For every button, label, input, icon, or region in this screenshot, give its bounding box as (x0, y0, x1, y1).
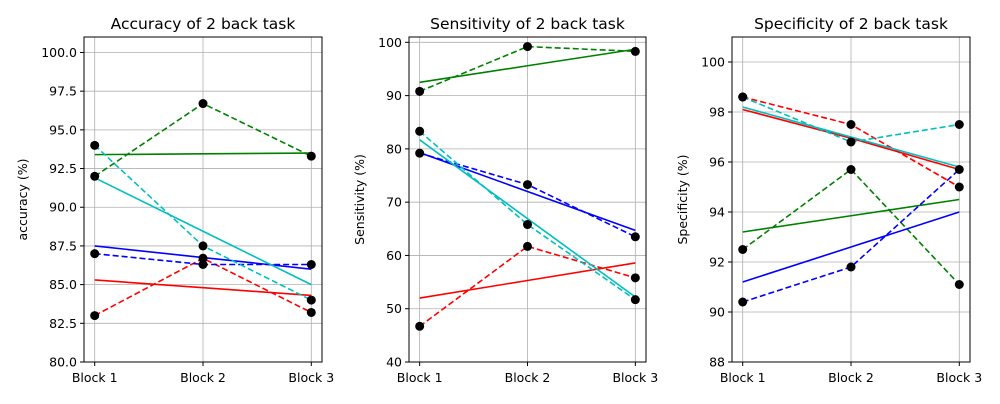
y-tick-label: 92 (709, 255, 725, 270)
y-tick-label: 96 (709, 155, 725, 170)
data-point (846, 262, 856, 272)
series-fit-line (94, 177, 312, 286)
chart-title: Sensitivity of 2 back task (430, 15, 625, 33)
series-fit-line (742, 198, 960, 233)
y-tick-label: 60 (386, 248, 402, 263)
y-tick-label: 85.0 (49, 277, 77, 292)
y-tick-label: 100.0 (41, 45, 77, 60)
data-point (198, 241, 208, 251)
x-tick-label: Block 1 (72, 370, 118, 385)
y-tick-label: 80.0 (49, 355, 77, 370)
data-point (306, 151, 316, 161)
x-tick-label: Block 1 (397, 370, 443, 385)
data-point (90, 171, 100, 181)
x-tick-label: Block 3 (936, 370, 982, 385)
y-tick-label: 80 (386, 141, 402, 156)
data-point (90, 140, 100, 150)
x-tick-label: Block 2 (180, 370, 226, 385)
y-tick-label: 88 (709, 355, 725, 370)
data-point (738, 245, 748, 254)
data-point (630, 295, 640, 305)
data-point (415, 126, 425, 136)
y-tick-label: 50 (386, 301, 402, 316)
data-point (415, 86, 425, 96)
data-point (523, 180, 532, 190)
data-point (846, 137, 856, 147)
x-tick-label: Block 1 (720, 370, 766, 385)
y-tick-label: 40 (386, 355, 402, 370)
data-point (630, 46, 640, 56)
y-axis-label: Sensitivity (%) (352, 154, 367, 245)
data-point (198, 260, 208, 269)
data-point (954, 120, 964, 129)
series-fit-line (94, 279, 312, 297)
series-fit-line (94, 152, 312, 156)
data-point (415, 148, 425, 158)
data-point (198, 99, 208, 109)
data-point (415, 321, 425, 331)
chart-panel-2: 40 50 60 70 80 90 100 Block 1 Block 2 Block 3 Sens… (352, 15, 658, 385)
x-tick-label: Block 2 (828, 370, 874, 385)
series-fit-line (742, 211, 960, 283)
chart-title: Specificity of 2 back task (754, 15, 948, 33)
chart-panel-3: 88 90 92 94 96 98 100 Block 1 Block 2 Block 3 Spec… (675, 15, 982, 385)
data-point (523, 220, 532, 230)
y-tick-label: 100 (701, 55, 725, 70)
y-tick-label: 97.5 (49, 84, 77, 99)
data-point (306, 295, 316, 305)
y-tick-label: 98 (709, 105, 725, 120)
y-axis-label: Specificity (%) (675, 154, 690, 244)
y-tick-label: 82.5 (49, 316, 77, 331)
y-axis-label: accuracy (%) (15, 158, 30, 240)
data-point (523, 42, 532, 52)
chart-panel-1: 80.0 82.5 85.0 87.5 90.0 92.5 95.0 97.5 100.0 Blo… (15, 15, 334, 385)
y-tick-label: 95.0 (49, 122, 77, 137)
y-tick-label: 92.5 (49, 161, 77, 176)
series-fit-line (742, 106, 960, 168)
x-tick-label: Block 3 (288, 370, 334, 385)
y-tick-label: 90 (386, 88, 402, 103)
data-point (738, 297, 748, 307)
data-point (306, 260, 316, 269)
y-tick-label: 90.0 (49, 200, 77, 215)
data-point (306, 307, 316, 317)
y-tick-label: 87.5 (49, 238, 77, 253)
data-point (630, 232, 640, 242)
data-point (738, 92, 748, 102)
data-point (90, 249, 100, 259)
data-point (954, 165, 964, 174)
chart-title: Accuracy of 2 back task (111, 15, 296, 33)
y-tick-label: 100 (378, 35, 402, 50)
data-point (954, 182, 964, 192)
data-point (90, 311, 100, 321)
data-point (954, 280, 964, 289)
y-tick-label: 90 (709, 305, 725, 320)
data-point (846, 165, 856, 174)
series-line-dashed (419, 245, 636, 327)
data-point (198, 253, 208, 263)
series-line-dashed (742, 168, 960, 286)
data-point (630, 273, 640, 283)
y-tick-label: 94 (709, 205, 725, 220)
data-point (523, 241, 532, 251)
series-fit-line (419, 262, 636, 299)
series-fit-line (419, 139, 636, 298)
series-line-dashed (419, 130, 636, 301)
data-point (846, 120, 856, 129)
x-tick-label: Block 3 (612, 370, 658, 385)
y-tick-label: 70 (386, 195, 402, 210)
series-fit-line (419, 48, 636, 84)
x-tick-label: Block 2 (505, 370, 551, 385)
